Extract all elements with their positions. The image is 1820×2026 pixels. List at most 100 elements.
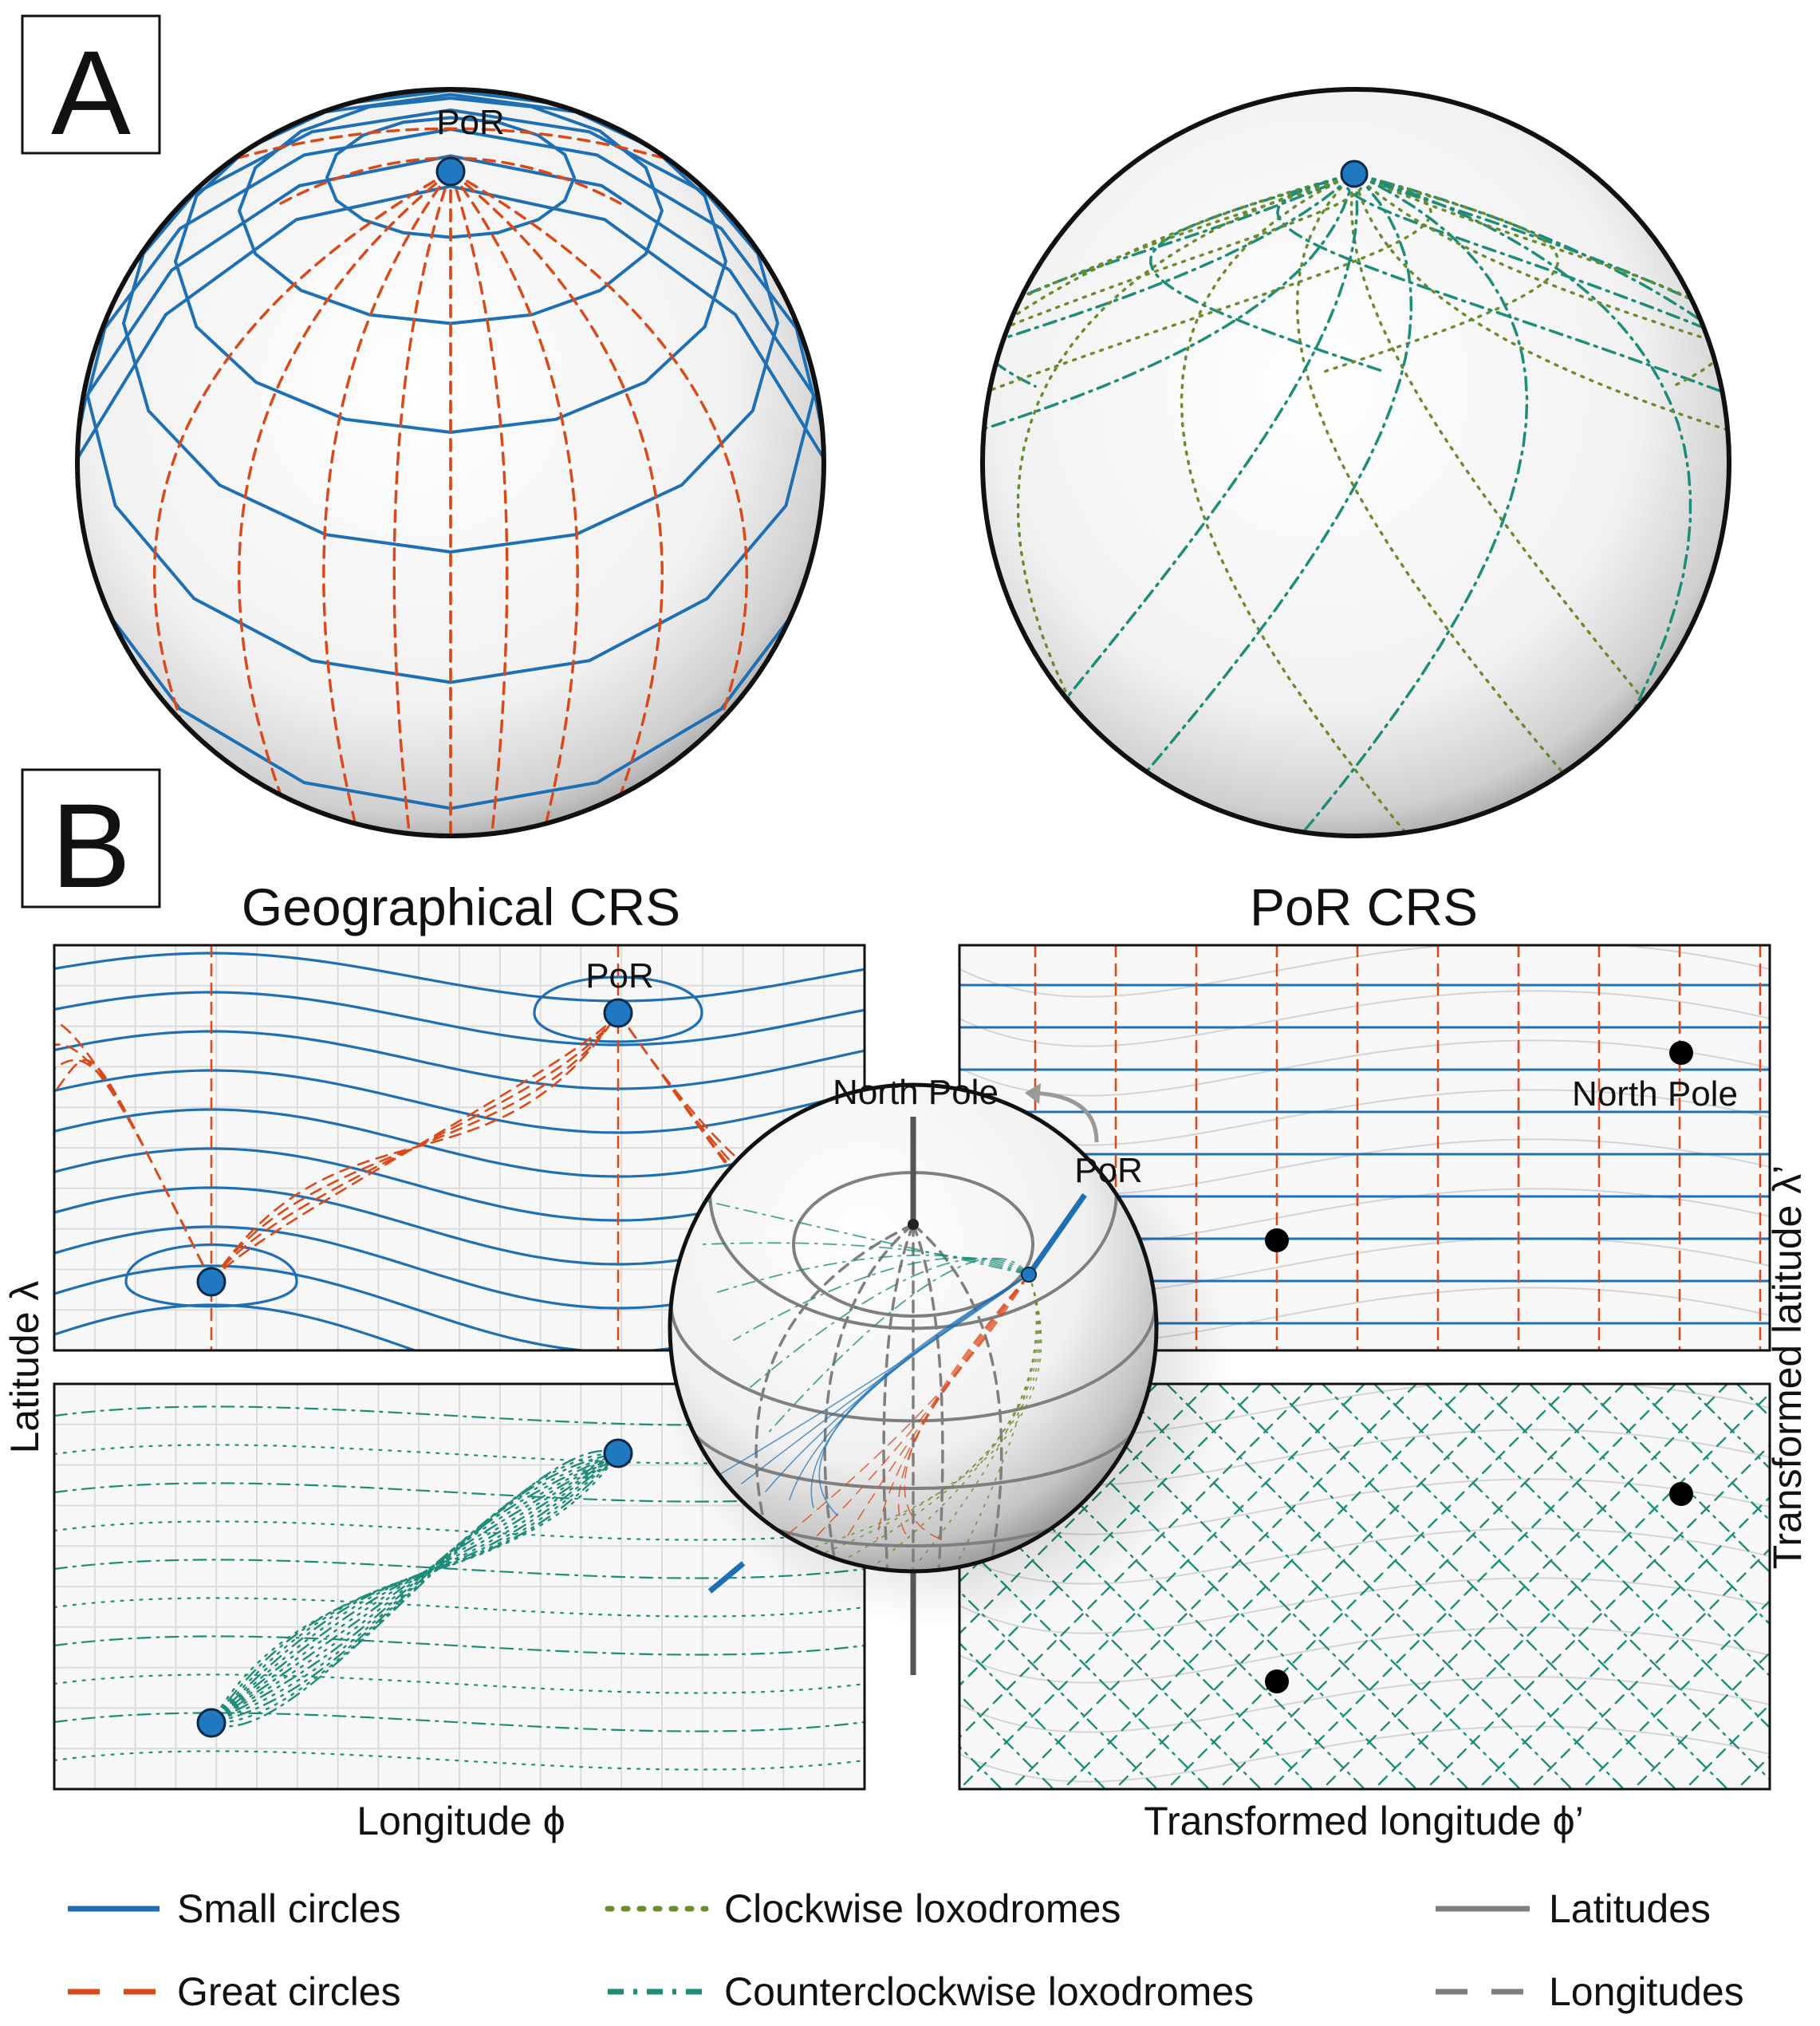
small-circle-line [54,1108,865,1178]
counterclockwise-loxodrome [210,1452,620,1724]
small-circle-line [54,952,865,1003]
panel-b-label-box [21,768,161,909]
counterclockwise-loxodrome [717,1254,1030,1293]
clockwise-loxodrome [1217,1384,1625,1789]
y-axis-label-left: Latitude λ [2,1281,47,1454]
sphere-loxodromes [980,87,1731,838]
por-label-a: PoR [436,103,505,142]
small-circle-line [77,184,824,836]
globe-por-dot [1021,1267,1037,1283]
small-circle-line [810,1274,1030,1508]
great-circle-line [449,170,509,836]
por-axis-bottom [707,1561,746,1594]
north-pole-dot [1265,1669,1289,1693]
globe-por-label: PoR [1074,1151,1143,1190]
clockwise-loxodrome [1016,172,1356,766]
counterclockwise-loxodrome [54,1712,865,1732]
counterclockwise-loxodrome [959,1590,1159,1789]
por-dot [435,156,466,187]
legend: Small circles Great circles Clockwise lo… [68,1886,1744,2014]
x-axis-label-left: Longitude ϕ [357,1799,565,1843]
counterclockwise-loxodrome [1353,172,1692,766]
longitude-line [912,1223,944,1571]
counterclockwise-loxodrome [733,1256,1030,1341]
clockwise-loxodrome [837,1274,1040,1564]
legend-label: Longitudes [1549,1969,1744,2014]
graticule-curve [959,945,1770,998]
counterclockwise-loxodrome [765,1257,1030,1437]
small-circle-line [533,976,703,1043]
small-circle-line [741,1274,1030,1484]
legend-label: Great circles [177,1969,401,2014]
counterclockwise-loxodrome [54,1482,865,1503]
graticule-curve [959,1725,1770,1783]
clockwise-loxodrome [1324,172,1559,373]
small-circle-line [54,1030,865,1090]
right-title: PoR CRS [1250,877,1478,936]
graticule-curve [959,990,1770,1047]
counterclockwise-loxodrome [959,1693,1055,1789]
counterclockwise-loxodrome [210,1452,620,1724]
por-dot [1340,160,1369,188]
counterclockwise-loxodrome [685,1196,1030,1275]
north-pole-dot [1669,1041,1693,1065]
great-circle-line [781,1274,1030,1540]
x-axis-label-right: Transformed longitude ϕ’ [1144,1799,1583,1843]
counterclockwise-loxodrome [701,1242,1030,1275]
longitude-line [754,1223,915,1571]
legend-label: Latitudes [1549,1886,1711,1931]
counterclockwise-loxodrome [54,1559,865,1579]
clockwise-loxodrome [959,1384,1366,1789]
counterclockwise-loxodrome [1684,1384,1770,1470]
panel-a: A PoR [21,14,1731,838]
small-circle-line [54,1069,865,1134]
great-circle-line [237,170,452,836]
great-circle-line [54,1043,213,1283]
clockwise-loxodrome [984,172,1432,394]
clockwise-loxodrome [210,1452,620,1724]
north-pole-label-map: North Pole [1572,1074,1738,1114]
counterclockwise-loxodrome [983,172,1356,437]
counterclockwise-loxodrome [1248,172,1529,836]
clockwise-loxodrome [210,1452,620,1724]
latitude-line [683,1411,1143,1491]
clockwise-loxodrome [1476,1496,1770,1789]
clockwise-loxodrome [1528,1547,1770,1789]
rotation-arrow-head [1025,1083,1041,1104]
legend-item-clockwise-loxodromes: Clockwise loxodromes [605,1886,1121,1931]
great-circle-line [392,170,452,836]
por-label-map: PoR [585,956,654,995]
legend-label: Counterclockwise loxodromes [724,1969,1254,2014]
y-axis-label-right: Transformed latitude λ’ [1765,1165,1810,1570]
clockwise-loxodrome [210,1452,620,1724]
por-dot [603,1438,633,1468]
panel-b-label: B [51,778,131,912]
legend-item-great-circles: Great circles [68,1969,401,2014]
map-geographic-loxodromes [53,1382,866,1791]
legend-label: Clockwise loxodromes [724,1886,1121,1931]
por-dot [196,1267,227,1297]
clockwise-loxodrome [797,1274,1042,1564]
left-title: Geographical CRS [242,877,680,936]
north-pole-dot [1669,1482,1693,1506]
legend-item-longitudes: Longitudes [1436,1969,1744,2014]
panel-a-label: A [51,26,131,160]
great-circle-line [449,170,664,836]
great-circle-line [904,1274,1030,1540]
great-circle-line [617,1011,865,1271]
clockwise-loxodrome [983,172,1356,533]
por-axis-top [1026,1192,1087,1277]
por-dot [196,1708,227,1738]
clockwise-loxodrome [1165,1384,1574,1789]
clockwise-loxodrome [1062,1384,1470,1789]
clockwise-loxodrome [1373,1392,1770,1789]
counterclockwise-loxodrome [1580,1384,1770,1574]
clockwise-loxodrome [1321,1384,1729,1789]
legend-item-small-circles: Small circles [68,1886,401,1931]
great-circle-line [210,1011,620,1283]
clockwise-loxodrome [956,1274,1038,1564]
panel-a-label-box [21,14,161,155]
legend-item-latitudes: Latitudes [1436,1886,1711,1931]
central-globe: PoR North Pole [658,1073,1232,1675]
great-circle-line [322,170,452,836]
